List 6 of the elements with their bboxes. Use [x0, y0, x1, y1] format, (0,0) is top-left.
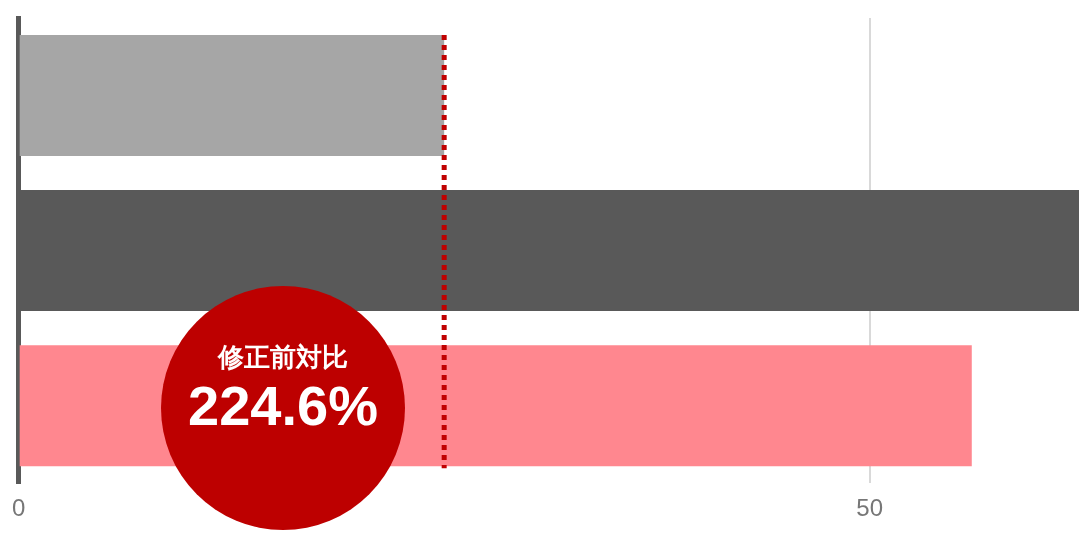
x-tick-label: 0	[11, 494, 26, 522]
x-tick-label: 50	[856, 494, 884, 522]
annotation: 修正前対比	[218, 340, 348, 374]
circle-badge: 修正前対比 224.6%	[161, 286, 405, 530]
annotation: 224.6%	[188, 373, 378, 437]
bar	[19, 35, 445, 157]
